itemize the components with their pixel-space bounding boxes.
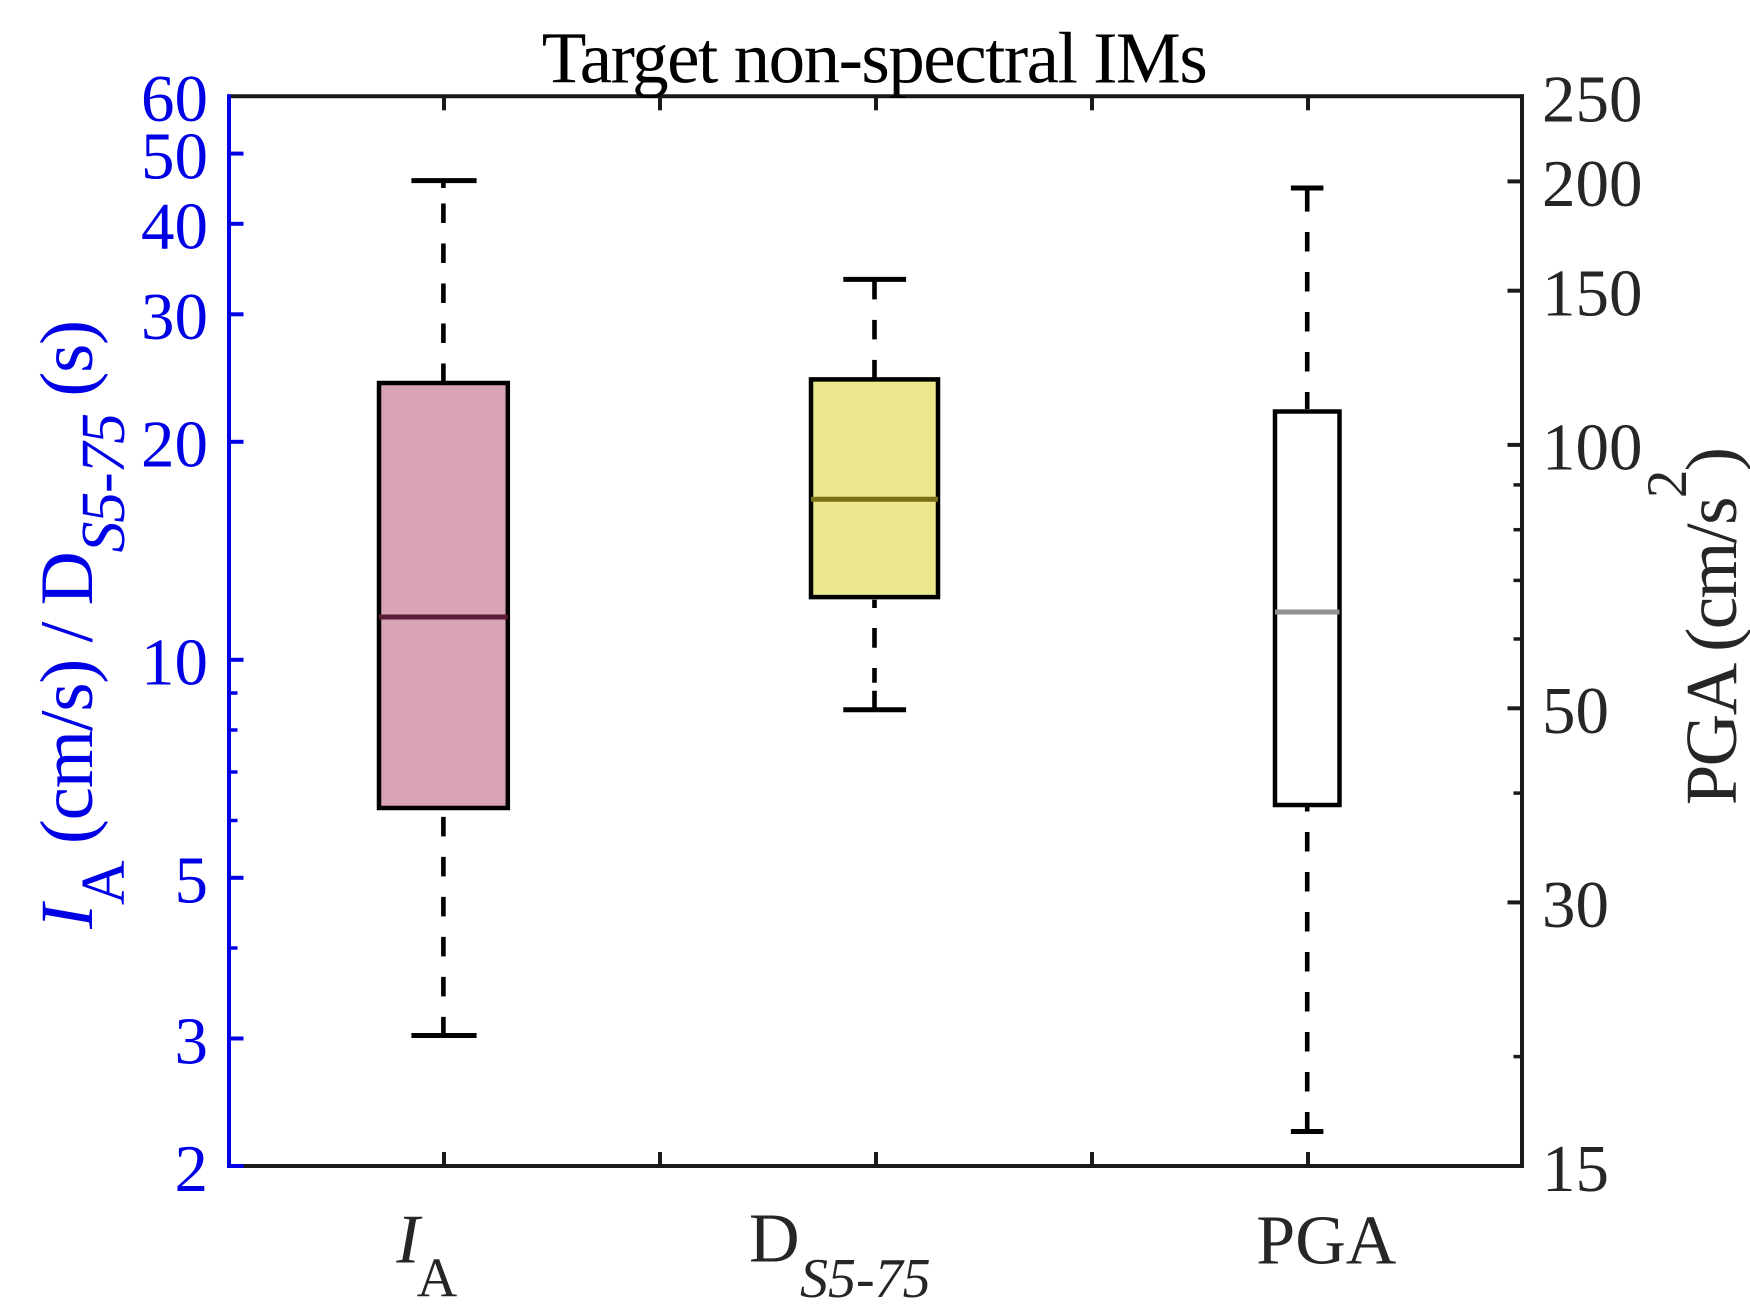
svg-text:20: 20 [141, 408, 208, 482]
svg-text:200: 200 [1542, 147, 1643, 221]
svg-text:60: 60 [141, 62, 208, 136]
svg-text:40: 40 [141, 190, 208, 264]
svg-text:250: 250 [1542, 62, 1643, 136]
svg-text:100: 100 [1542, 411, 1643, 485]
svg-text:I: I [395, 1201, 423, 1278]
svg-text:S5-75: S5-75 [800, 1248, 931, 1310]
svg-text:30: 30 [1542, 868, 1609, 942]
svg-text:30: 30 [141, 280, 208, 354]
svg-text:PGA: PGA [1256, 1202, 1396, 1279]
svg-text:50: 50 [1542, 674, 1609, 748]
svg-text:50: 50 [141, 119, 208, 193]
svg-text:10: 10 [141, 626, 208, 700]
svg-text:15: 15 [1542, 1132, 1609, 1206]
svg-text:2: 2 [175, 1132, 209, 1206]
svg-text:Target non-spectral IMs: Target non-spectral IMs [542, 18, 1207, 99]
svg-text:5: 5 [175, 844, 209, 918]
svg-text:A: A [417, 1248, 458, 1310]
svg-text:3: 3 [175, 1004, 209, 1078]
svg-text:D: D [749, 1201, 800, 1278]
svg-text:IA (cm/s) / DS5-75 (s): IA (cm/s) / DS5-75 (s) [26, 321, 138, 930]
svg-text:150: 150 [1542, 257, 1643, 331]
